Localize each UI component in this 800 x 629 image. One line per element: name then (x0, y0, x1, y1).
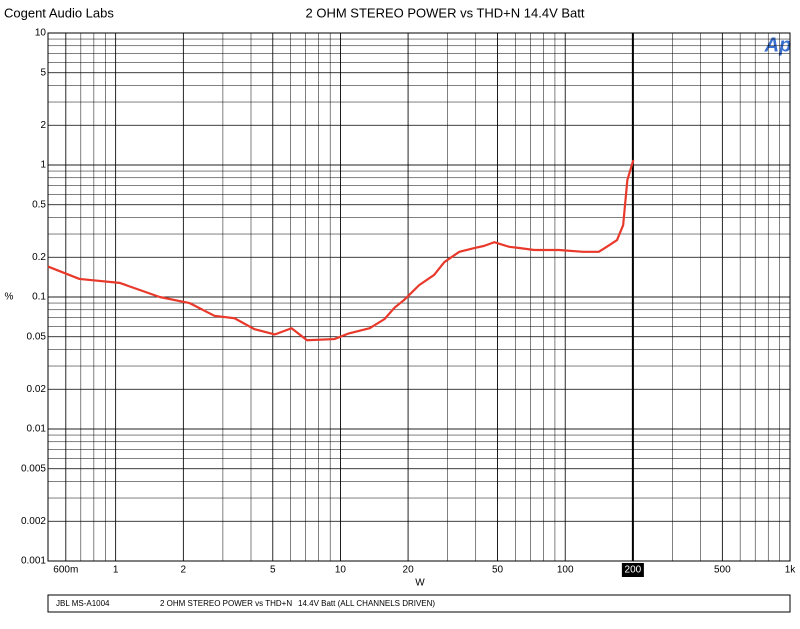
x-tick-label: 20 (403, 565, 415, 576)
series-line (47, 159, 635, 342)
y-tick-label: 2 (40, 120, 46, 131)
y-tick-label: 10 (35, 28, 47, 39)
plot-frame (47, 32, 791, 562)
x-tick-label: 10 (335, 565, 347, 576)
x-tick-label: 500 (714, 565, 731, 576)
y-tick-label: 5 (40, 67, 46, 78)
x-tick-label: 600m (53, 565, 78, 576)
footer-text: 14.4V Batt (ALL CHANNELS DRIVEN) (298, 599, 435, 608)
x-axis-label: W (415, 578, 425, 589)
x-tick-label: 2 (181, 565, 187, 576)
y-tick-label: 0.01 (27, 424, 47, 435)
header: Cogent Audio Labs (4, 5, 114, 20)
y-tick-label: 0.001 (21, 556, 46, 567)
footer-box (47, 594, 791, 613)
y-tick-label: 0.2 (32, 252, 46, 263)
x-tick-label: 5 (270, 565, 276, 576)
y-axis-label: % (5, 292, 14, 303)
x-tick-label: 100 (557, 565, 574, 576)
x-tick-label: 50 (492, 565, 504, 576)
x-tick-label: 1 (113, 565, 119, 576)
y-tick-label: 0.005 (21, 463, 46, 474)
footer-text: 2 OHM STEREO POWER vs THD+N (160, 599, 292, 608)
footer-text: JBL MS-A1004 (56, 599, 110, 608)
logo: Ap (764, 34, 792, 56)
cursor-label: 200 (625, 565, 642, 576)
y-tick-label: 0.002 (21, 516, 46, 527)
chart-title: 2 OHM STEREO POWER vs THD+N 14.4V Batt (306, 5, 585, 20)
y-tick-label: 0.1 (32, 292, 46, 303)
y-tick-label: 0.02 (27, 384, 47, 395)
cursor-label-box (621, 563, 644, 577)
y-tick-label: 0.05 (27, 331, 47, 342)
y-tick-label: 0.5 (32, 199, 46, 210)
y-tick-label: 1 (40, 160, 46, 171)
x-tick-label: 1k (785, 565, 797, 576)
